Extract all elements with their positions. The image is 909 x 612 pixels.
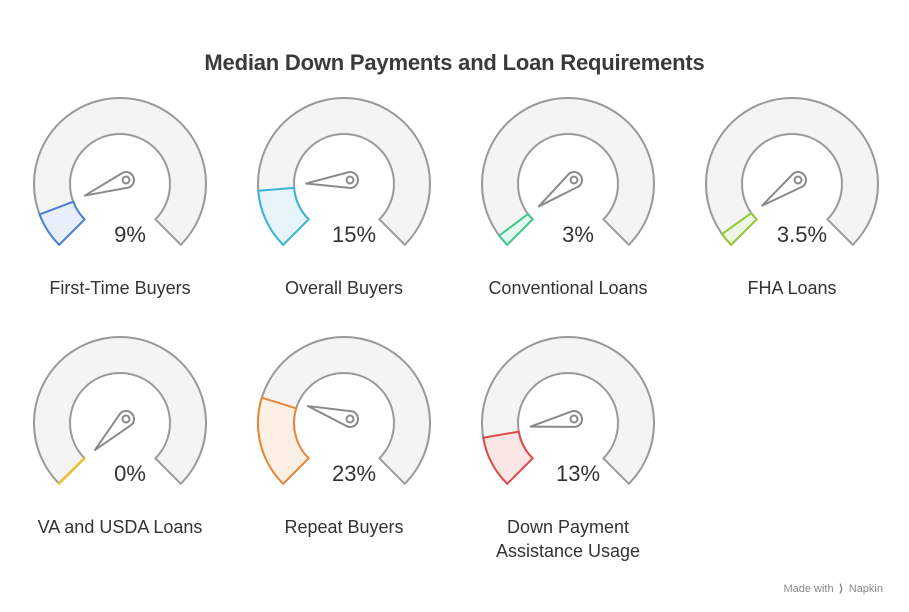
gauge-category-label: FHA Loans	[747, 278, 837, 298]
chart-title: Median Down Payments and Loan Requiremen…	[204, 50, 705, 75]
gauge-svg	[481, 336, 655, 485]
gauge-value-label: 3%	[562, 222, 594, 247]
gauge-value-label: 9%	[114, 222, 146, 247]
gauge-needle-hub	[345, 175, 355, 185]
gauge-needle	[529, 410, 583, 428]
gauge-value-label: 3.5%	[776, 222, 828, 247]
gauge-value-band	[482, 430, 534, 485]
gauge-needle-hub	[121, 414, 131, 424]
gauge-value-band	[257, 396, 310, 485]
gauge-category-label: Conventional Loans	[488, 278, 648, 298]
gauge-value-band	[498, 213, 534, 246]
gauge-value-band	[57, 456, 86, 485]
gauge-needle-hub	[345, 414, 355, 424]
gauge-value-label: 0%	[114, 461, 146, 486]
gauge-track	[705, 97, 879, 246]
gauge-category-label: First-Time Buyers	[49, 278, 191, 298]
gauge-value-label: 23%	[331, 461, 377, 486]
gauge-svg	[33, 97, 207, 246]
gauge-svg	[33, 336, 207, 485]
gauge-track	[33, 336, 207, 485]
gauge-needle	[83, 171, 135, 197]
gauge: 3% Conventional Loans	[456, 80, 680, 340]
napkin-logo-icon: ⟩	[838, 583, 844, 595]
gauge: 0% VA and USDA Loans	[8, 319, 232, 579]
gauge-needle-hub	[793, 175, 803, 185]
gauge-track	[481, 336, 655, 485]
gauge-needle-hub	[121, 175, 131, 185]
gauge-value-band	[257, 186, 310, 246]
gauge-value-label: 15%	[331, 222, 377, 247]
brand-name: Napkin	[848, 583, 883, 595]
gauge: 9% First-Time Buyers	[8, 80, 232, 340]
gauge-track	[33, 97, 207, 246]
gauge: 13% Down Payment Assistance Usage	[456, 319, 680, 579]
gauge-svg	[481, 97, 655, 246]
gauge: 23% Repeat Buyers	[232, 319, 456, 579]
gauge-value-band	[38, 200, 86, 246]
gauge-svg	[257, 336, 431, 485]
gauge-needle	[305, 171, 360, 189]
gauge: 15% Overall Buyers	[232, 80, 456, 340]
gauge-svg	[257, 97, 431, 246]
gauge-category-label: VA and USDA Loans	[37, 517, 203, 537]
made-with-footer: Made with ⟩ Napkin	[783, 582, 883, 595]
gauge-track	[257, 97, 431, 246]
made-with-text: Made with	[783, 583, 834, 595]
gauge-value-band	[721, 212, 758, 246]
gauge: 3.5% FHA Loans	[680, 80, 904, 340]
gauge-category-label: Repeat Buyers	[284, 517, 404, 537]
gauge-category-label: Down Payment Assistance Usage	[495, 517, 641, 561]
gauge-needle	[306, 405, 359, 429]
gauge-value-label: 13%	[555, 461, 601, 486]
gauge-needle-hub	[569, 175, 579, 185]
gauge-svg	[705, 97, 879, 246]
gauge-needle-hub	[569, 414, 579, 424]
gauge-track	[481, 97, 655, 246]
gauge-track	[257, 336, 431, 485]
gauge-category-label: Overall Buyers	[284, 278, 404, 298]
